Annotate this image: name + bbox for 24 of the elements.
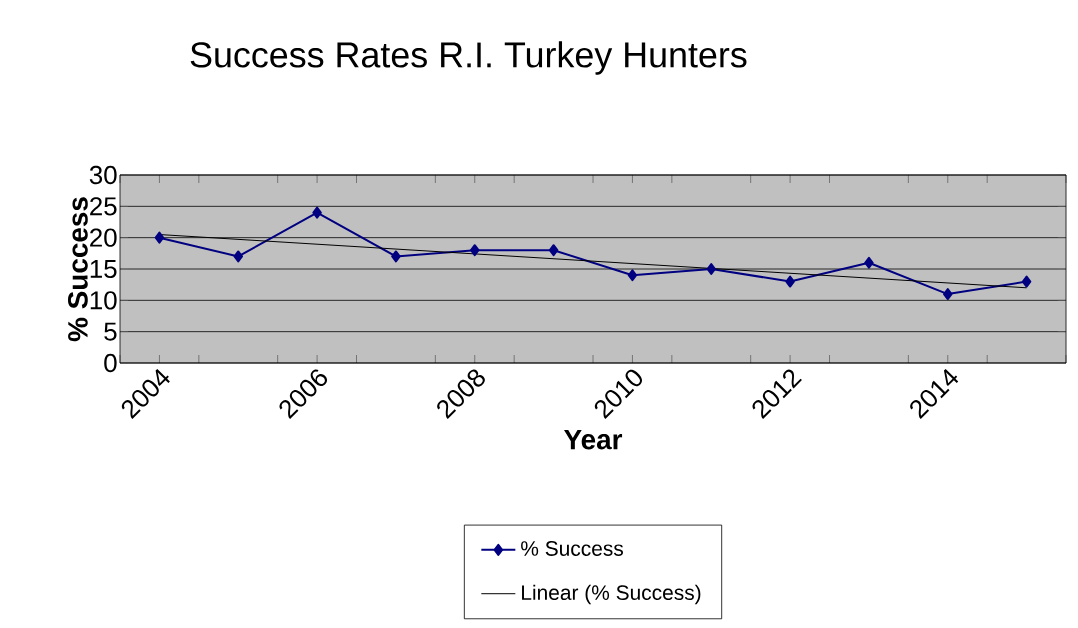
point bbox=[1021, 275, 1032, 288]
point bbox=[706, 263, 717, 275]
y-tick-label: 15 bbox=[90, 259, 117, 279]
chart-title: Success Rates R.I. Turkey Hunters bbox=[190, 41, 747, 75]
point bbox=[233, 250, 244, 263]
y-tick-label: 30 bbox=[89, 165, 117, 185]
point bbox=[627, 269, 638, 282]
legend-label: % Success bbox=[521, 541, 624, 556]
point bbox=[943, 288, 953, 301]
point bbox=[391, 250, 401, 263]
x-axis-title: Year bbox=[564, 429, 623, 450]
y-tick-label: 0 bbox=[104, 353, 117, 373]
point bbox=[154, 231, 165, 244]
point bbox=[785, 275, 795, 288]
point bbox=[470, 244, 480, 257]
y-tick-label: 10 bbox=[90, 291, 117, 310]
point bbox=[312, 206, 322, 219]
point bbox=[864, 256, 874, 269]
y-axis-title: % Success bbox=[68, 197, 88, 342]
y-tick-label: 25 bbox=[90, 197, 117, 216]
legend-label: Linear (% Success) bbox=[522, 584, 701, 605]
y-tick-label: 20 bbox=[90, 228, 117, 247]
point bbox=[548, 244, 559, 257]
y-tick-label: 5 bbox=[104, 322, 117, 341]
